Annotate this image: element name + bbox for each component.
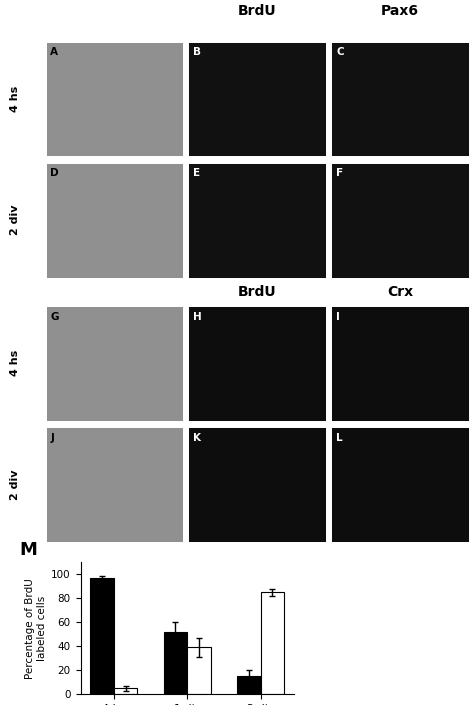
Bar [189,306,326,421]
Y-axis label: Percentage of BrdU
labeled cells: Percentage of BrdU labeled cells [26,578,47,679]
Bar [189,427,326,542]
Text: F: F [336,168,343,178]
Bar [46,427,183,542]
Text: 4 hs: 4 hs [10,350,20,376]
Bar [237,676,261,694]
Bar [189,163,326,278]
Bar [331,427,469,542]
Text: B: B [193,47,201,57]
Text: D: D [50,168,59,178]
Text: BrdU: BrdU [238,285,276,299]
Text: E: E [193,168,201,178]
Bar [331,163,469,278]
Text: L: L [336,433,343,443]
Bar [114,688,137,694]
Text: A: A [50,47,58,57]
Text: J: J [50,433,54,443]
Text: Pax6: Pax6 [381,4,419,18]
Text: M: M [19,541,37,558]
Bar [331,42,469,157]
Bar [46,306,183,421]
Bar [189,42,326,157]
Bar [164,632,187,694]
Text: C: C [336,47,344,57]
Text: Crx: Crx [387,285,413,299]
Bar [46,163,183,278]
Bar [187,647,211,694]
Bar [46,42,183,157]
Text: 2 div: 2 div [10,205,20,235]
Text: G: G [50,312,59,321]
Text: 2 div: 2 div [10,470,20,500]
Text: BrdU: BrdU [238,4,276,18]
Bar [90,577,114,694]
Text: H: H [193,312,202,321]
Bar [261,592,284,694]
Text: 4 hs: 4 hs [10,86,20,112]
Bar [331,306,469,421]
Text: I: I [336,312,340,321]
Text: K: K [193,433,201,443]
